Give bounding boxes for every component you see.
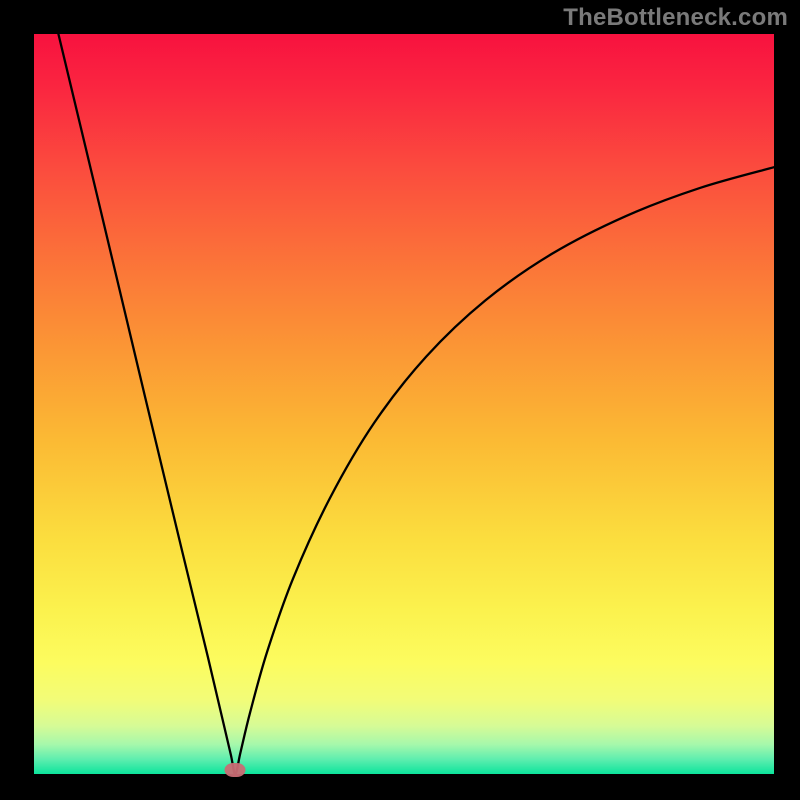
watermark-text: TheBottleneck.com [563,4,788,32]
chart-frame: TheBottleneck.com [0,0,800,800]
gradient-background [34,34,774,774]
plot-area [34,34,774,774]
minimum-marker [225,763,246,777]
plot-svg [34,34,774,774]
